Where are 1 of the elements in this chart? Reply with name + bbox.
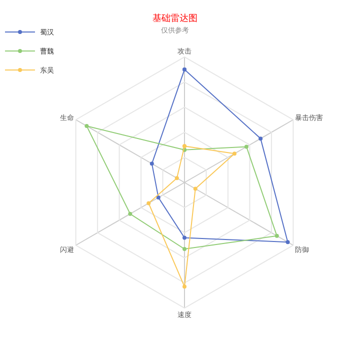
chart-title: 基础雷达图	[152, 13, 198, 24]
